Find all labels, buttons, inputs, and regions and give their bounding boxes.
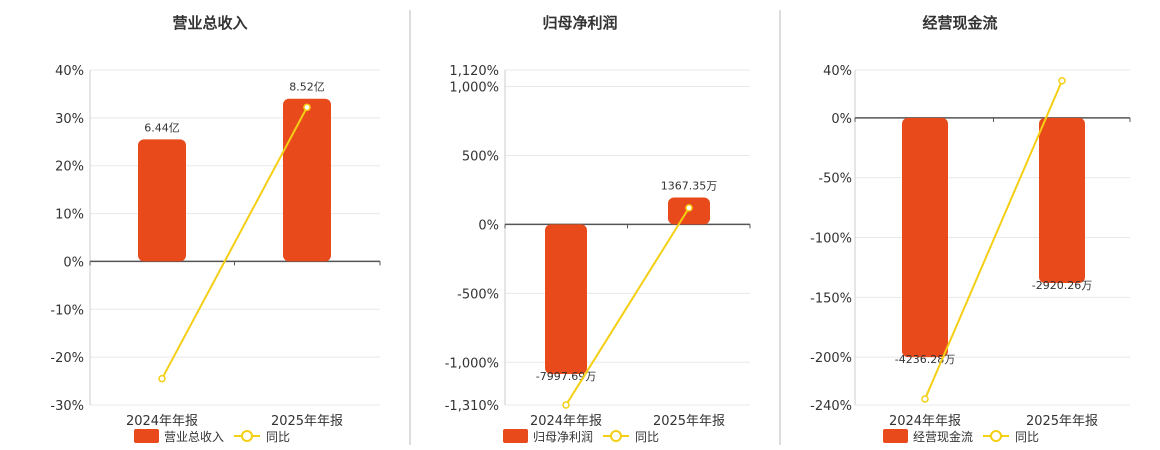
- y-tick-label: -100%: [810, 232, 852, 247]
- legend-line-label: 同比: [635, 430, 659, 444]
- bar: [1039, 117, 1085, 283]
- legend: 经营现金流 同比: [883, 429, 1039, 444]
- legend: 归母净利润 同比: [503, 429, 659, 444]
- y-tick-label: -50%: [818, 172, 852, 187]
- bar: [283, 98, 331, 262]
- y-tick-label: -20%: [50, 351, 84, 366]
- legend-bar-swatch: [134, 429, 159, 443]
- bar: [902, 117, 948, 358]
- y-tick-label: 0%: [478, 218, 499, 233]
- y-tick-label: 0%: [831, 112, 852, 127]
- y-tick-label: 1,120%: [449, 64, 499, 79]
- x-tick-label: 2024年年报: [889, 414, 961, 429]
- bar-data-label: 6.44亿: [144, 121, 180, 134]
- legend-bar-label: 经营现金流: [913, 429, 973, 444]
- legend-line-label: 同比: [266, 430, 290, 444]
- chart-title: 营业总收入: [172, 14, 247, 32]
- y-tick-label: 10%: [55, 208, 84, 223]
- legend: 营业总收入 同比: [134, 429, 290, 444]
- x-tick-label: 2025年年报: [1026, 414, 1098, 429]
- legend-line-marker: [241, 430, 253, 442]
- y-tick-label: 40%: [55, 64, 84, 79]
- bar-data-label: 1367.35万: [661, 180, 718, 193]
- yoy-point: [921, 395, 929, 403]
- bar-data-label: 8.52亿: [289, 81, 325, 94]
- y-tick-label: 500%: [462, 149, 499, 164]
- legend-bar-label: 归母净利润: [533, 430, 593, 444]
- y-tick-label: 40%: [823, 64, 852, 79]
- chart-title: 经营现金流: [922, 14, 997, 32]
- y-tick-label: 1,000%: [449, 81, 499, 96]
- y-tick-label: -1,000%: [445, 356, 499, 371]
- y-tick-label: -240%: [810, 399, 852, 414]
- chart-2: 归母净利润 1,120% 1,000% 500% 0% -500% -1,000% -1,31…: [445, 14, 751, 444]
- y-tick-label: -10%: [50, 303, 84, 318]
- bar: [545, 224, 587, 374]
- chart-3: 经营现金流 40% 0% -50% -100% -150% -200% -240% 2024年年…: [810, 14, 1131, 444]
- yoy-point: [158, 374, 166, 383]
- legend-line-marker: [990, 430, 1002, 442]
- legend-bar-swatch: [883, 429, 908, 443]
- bar-data-label: -4236.28万: [895, 353, 955, 366]
- x-tick-label: 2025年年报: [653, 414, 725, 429]
- bar: [138, 139, 186, 262]
- chart-title: 归母净利润: [542, 14, 617, 32]
- legend-line-label: 同比: [1015, 430, 1039, 444]
- y-tick-label: 20%: [55, 160, 84, 175]
- legend-bar-label: 营业总收入: [164, 430, 224, 444]
- bar-data-label: -2920.26万: [1032, 279, 1092, 292]
- legend-bar-swatch: [503, 429, 528, 443]
- yoy-line: [161, 106, 308, 380]
- y-tick-label: 0%: [63, 255, 84, 270]
- yoy-line: [565, 207, 690, 406]
- y-tick-label: -200%: [810, 351, 852, 366]
- y-tick-label: -150%: [810, 291, 852, 306]
- y-tick-label: -30%: [50, 399, 84, 414]
- yoy-point: [303, 103, 311, 112]
- yoy-point: [562, 401, 570, 409]
- yoy-point: [1058, 77, 1066, 85]
- y-tick-label: -500%: [457, 287, 499, 302]
- yoy-point: [685, 204, 693, 212]
- y-tick-label: 30%: [55, 112, 84, 127]
- x-tick-label: 2025年年报: [271, 414, 343, 429]
- x-tick-label: 2024年年报: [126, 414, 198, 429]
- chart-1: 营业总收入 40% 30% 20% 10% 0% -10% -20% -30% 2024年年报 20…: [50, 14, 381, 444]
- y-tick-label: -1,310%: [445, 399, 499, 414]
- x-tick-label: 2024年年报: [530, 414, 602, 429]
- legend-line-marker: [610, 430, 622, 442]
- yoy-line: [924, 80, 1063, 400]
